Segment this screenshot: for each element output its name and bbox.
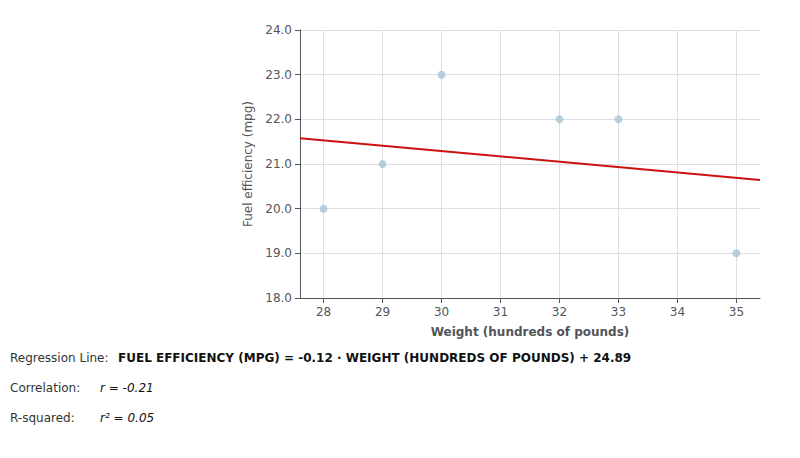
svg-text:22.0: 22.0 [265,112,292,126]
svg-text:19.0: 19.0 [265,246,292,260]
svg-text:35: 35 [729,305,744,319]
svg-text:28: 28 [316,305,331,319]
svg-text:21.0: 21.0 [265,157,292,171]
svg-text:23.0: 23.0 [265,68,292,82]
svg-text:r² = 0.05: r² = 0.05 [100,411,154,425]
svg-text:FUEL EFFICIENCY (MPG) = -0.12: FUEL EFFICIENCY (MPG) = -0.12 · WEIGHT (… [118,351,631,365]
svg-text:30: 30 [434,305,449,319]
svg-text:Fuel efficiency (mpg): Fuel efficiency (mpg) [241,101,255,227]
svg-text:29: 29 [375,305,390,319]
svg-text:32: 32 [552,305,567,319]
svg-text:31: 31 [493,305,508,319]
svg-text:18.0: 18.0 [265,291,292,305]
svg-text:33: 33 [611,305,626,319]
svg-text:34: 34 [670,305,685,319]
svg-text:Correlation:: Correlation: [10,381,80,395]
svg-text:r = -0.21: r = -0.21 [100,381,154,395]
svg-text:20.0: 20.0 [265,202,292,216]
svg-text:Regression Line:: Regression Line: [10,351,109,365]
svg-text:Weight (hundreds of pounds): Weight (hundreds of pounds) [431,325,630,339]
svg-text:24.0: 24.0 [265,23,292,37]
svg-text:R-squared:: R-squared: [10,411,75,425]
